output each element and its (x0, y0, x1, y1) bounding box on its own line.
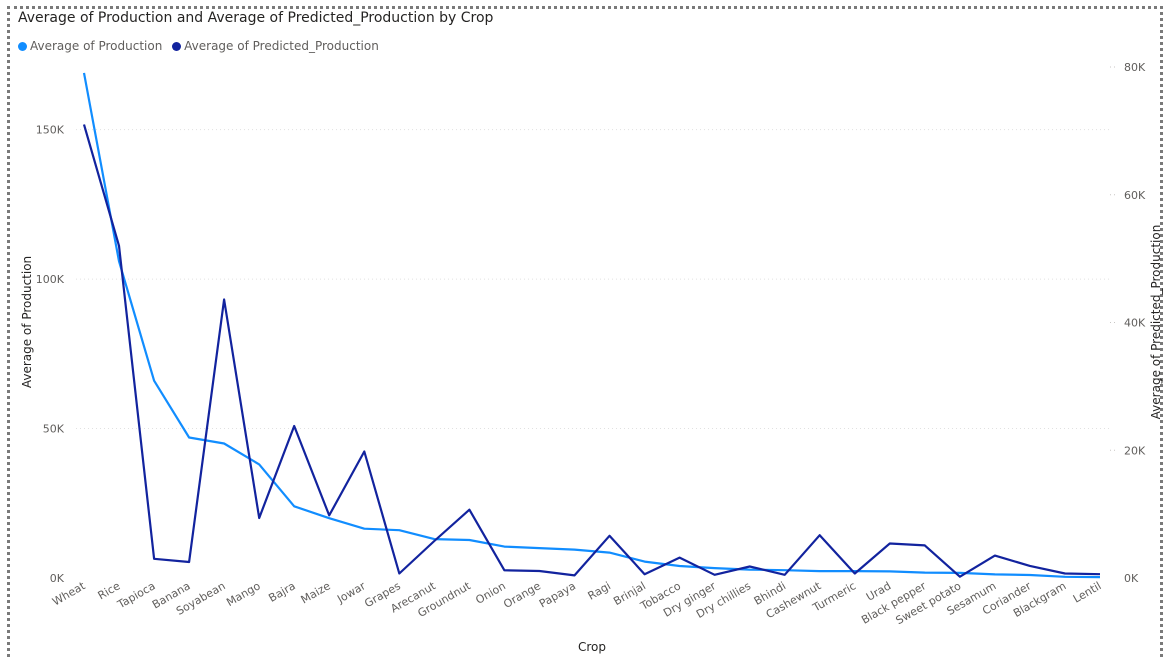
y-tick-label: 50K (43, 423, 65, 436)
y2-tick-label: 20K (1124, 444, 1146, 457)
y2-axis-title: Average of Predicted_Production (1149, 225, 1163, 420)
legend-item-production[interactable]: Average of Production (18, 39, 162, 53)
x-tick-label: Orange (501, 579, 543, 611)
legend-dot-predicted (172, 41, 182, 51)
y-axis-ticks: 0K 50K 100K 150K (36, 124, 65, 585)
y2-tick-label: 40K (1124, 317, 1146, 330)
x-tick-label: Papaya (537, 579, 578, 610)
legend-label-predicted: Average of Predicted_Production (184, 39, 379, 53)
x-tick-label: Ragi (586, 579, 613, 602)
y2-axis-ticks: 0K 20K 40K 60K 80K (1110, 61, 1146, 585)
y-tick-label: 150K (36, 124, 65, 137)
chart-title: Average of Production and Average of Pre… (18, 10, 494, 26)
y-axis-title: Average of Production (20, 256, 34, 388)
y2-tick-label: 0K (1124, 572, 1139, 585)
legend-label-production: Average of Production (30, 39, 163, 53)
x-tick-label: Mango (224, 579, 263, 609)
x-tick-label: Lentil (1071, 579, 1104, 605)
legend-item-predicted[interactable]: Average of Predicted_Production (172, 39, 379, 53)
legend: Average of Production Average of Predict… (18, 39, 385, 54)
legend-dot-production (18, 41, 27, 51)
y2-tick-label: 80K (1124, 61, 1146, 74)
y-tick-label: 100K (36, 273, 65, 286)
visual-frame (7, 6, 1163, 657)
x-tick-label: Bajra (266, 579, 297, 605)
y2-tick-label: 60K (1124, 189, 1146, 202)
x-tick-label: Maize (299, 579, 333, 606)
gridlines (76, 129, 1110, 430)
x-axis-title: Crop (578, 640, 606, 654)
series-line-predicted-production[interactable] (82, 124, 1101, 578)
y-tick-label: 0K (50, 572, 65, 585)
x-tick-label: Tapioca (115, 579, 158, 611)
series-lines (82, 72, 1101, 579)
series-line-production[interactable] (82, 72, 1101, 579)
